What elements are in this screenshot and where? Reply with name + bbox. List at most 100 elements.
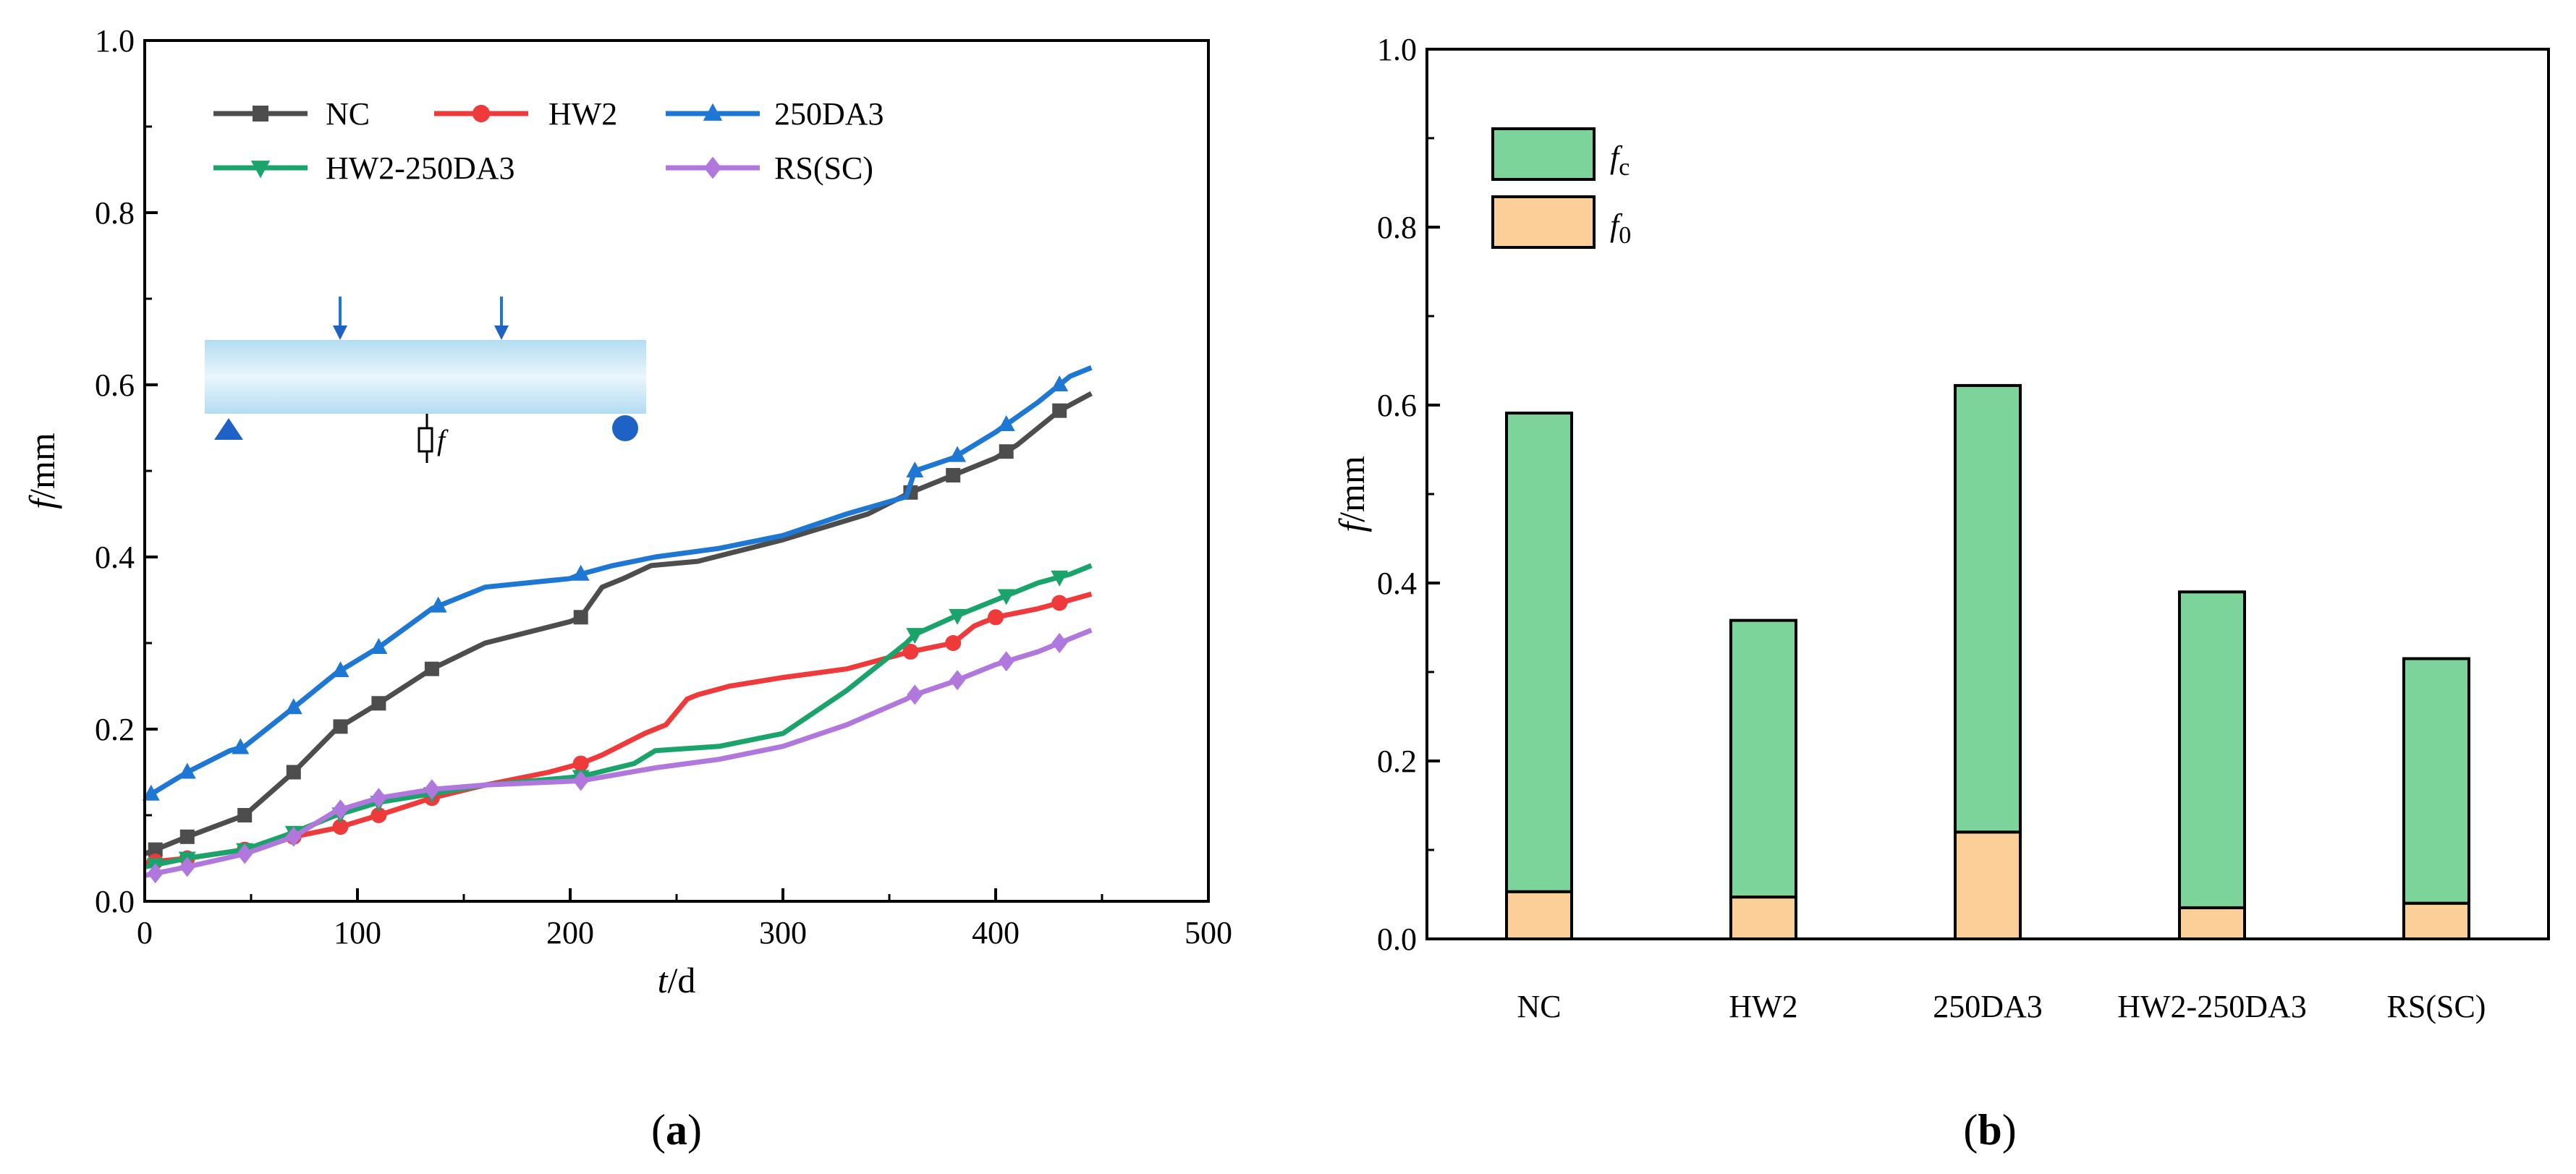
line-chart-x-axis-label: t/d — [658, 960, 696, 1000]
bar-f0-hw2 — [1729, 896, 1797, 940]
x-tick-label: 0 — [137, 915, 153, 950]
y-tick-label: 0.6 — [95, 367, 135, 403]
legend-label-250da3: 250DA3 — [774, 96, 884, 132]
data-point-nc — [148, 842, 163, 857]
data-point-rs-sc — [907, 684, 923, 705]
data-point-nc — [946, 468, 961, 482]
load-arrow-right — [494, 297, 509, 340]
series-hw2-250da3 — [144, 563, 1093, 875]
data-point-nc — [424, 661, 439, 676]
series-rs-sc — [144, 627, 1093, 884]
legend-entry-hw2: HW2 — [434, 96, 617, 132]
bar-chart-plot-frame — [1425, 48, 2550, 940]
legend-swatch-fc — [1491, 127, 1596, 181]
bar-f0-rs-sc — [2402, 901, 2470, 941]
y-tick-label: 1.0 — [95, 23, 135, 59]
y-tick-label: 0.0 — [1377, 922, 1417, 957]
data-point-hw2 — [1051, 595, 1068, 611]
line-chart-y-axis: 0.0 0.2 0.4 0.6 0.8 1.0 — [95, 23, 158, 919]
data-point-hw2 — [332, 819, 349, 835]
y-tick-label: 1.0 — [1377, 32, 1417, 67]
legend-label-rs-sc: RS(SC) — [774, 150, 873, 186]
data-point-rs-sc — [423, 779, 440, 800]
x-tick-label: 200 — [546, 915, 594, 950]
data-point-250da3 — [370, 638, 388, 654]
data-point-250da3 — [1051, 375, 1069, 391]
data-point-hw2-250da3 — [997, 589, 1015, 605]
data-point-250da3 — [331, 661, 349, 678]
bar-group-hw2-250da3 — [2178, 590, 2246, 940]
data-point-nc — [371, 696, 386, 711]
bar-group-250da3 — [1954, 383, 2022, 941]
bar-f0-hw2-250da3 — [2178, 906, 2246, 940]
y-tick-label: 0.0 — [95, 884, 135, 919]
panel-label-b: (b) — [1963, 1106, 2016, 1154]
data-point-nc — [573, 610, 588, 625]
series-line-250da3 — [143, 365, 1093, 801]
data-point-rs-sc — [332, 799, 349, 820]
x-category-label-hw2: HW2 — [1729, 989, 1797, 1024]
bar-chart: 0.0 0.2 0.4 0.6 0.8 1.0 NC HW2 250DA3 HW2-250DA3… — [1331, 32, 2550, 1154]
series-250da3 — [142, 365, 1093, 801]
legend-label-nc: NC — [326, 96, 370, 132]
load-arrow-left — [333, 297, 347, 340]
beam-body — [205, 340, 646, 414]
bar-group-rs-sc — [2402, 657, 2470, 941]
x-tick-label: 300 — [759, 915, 807, 950]
data-point-nc — [179, 829, 195, 844]
data-point-rs-sc — [572, 770, 589, 791]
line-chart-y-axis-label: f/mm — [22, 433, 62, 509]
x-tick-label: 500 — [1185, 915, 1232, 950]
line-chart-legend: NC HW2 250DA3 HW2-250DA3 RS(SC) — [213, 96, 884, 186]
x-category-label-rs-sc: RS(SC) — [2387, 989, 2486, 1024]
data-point-rs-sc — [1051, 633, 1068, 653]
data-point-250da3 — [429, 596, 447, 613]
series-line-rs-sc — [144, 627, 1093, 878]
bar-fc-hw2 — [1729, 618, 1797, 899]
bar-chart-y-axis-label: f/mm — [1331, 456, 1372, 532]
data-point-rs-sc — [370, 788, 387, 809]
pin-support-triangle — [214, 418, 243, 440]
data-point-hw2 — [572, 755, 589, 772]
bar-group-nc — [1505, 412, 1573, 941]
y-tick-label: 0.6 — [1377, 388, 1417, 423]
roller-support-circle — [612, 415, 638, 441]
bar-chart-x-axis: NC HW2 250DA3 HW2-250DA3 RS(SC) — [1517, 989, 2486, 1024]
x-category-label-nc: NC — [1517, 989, 1561, 1024]
bar-fc-hw2-250da3 — [2178, 590, 2246, 909]
data-point-hw2-250da3 — [949, 608, 967, 625]
legend-entry-f0: f0 — [1491, 195, 1631, 249]
panel-label-a: (a) — [651, 1106, 702, 1154]
data-point-250da3 — [572, 564, 590, 581]
line-chart-plot-frame — [143, 39, 1210, 903]
data-point-rs-sc — [949, 670, 966, 691]
legend-entry-hw2-250da3: HW2-250DA3 — [213, 150, 515, 186]
y-tick-label: 0.4 — [1377, 566, 1417, 601]
legend-entry-250da3: 250DA3 — [666, 96, 884, 132]
data-point-250da3 — [997, 415, 1015, 431]
y-tick-label: 0.2 — [1377, 744, 1417, 779]
bar-chart-y-axis: 0.0 0.2 0.4 0.6 0.8 1.0 — [1377, 32, 1440, 957]
bar-fc-rs-sc — [2402, 657, 2470, 905]
bar-chart-legend: fc f0 — [1491, 127, 1631, 249]
data-point-rs-sc — [998, 651, 1014, 672]
series-line-hw2 — [144, 591, 1093, 865]
data-point-rs-sc — [285, 826, 302, 847]
legend-label-hw2-250da3: HW2-250DA3 — [326, 150, 515, 186]
beam-inset-diagram: f — [205, 297, 646, 463]
data-point-nc — [286, 765, 301, 780]
data-point-nc — [1052, 403, 1067, 418]
gauge-label: f — [437, 424, 449, 456]
y-tick-label: 0.8 — [1377, 210, 1417, 245]
x-tick-label: 400 — [972, 915, 1020, 950]
bar-fc-nc — [1505, 412, 1573, 893]
line-chart-x-axis: 0 100 200 300 400 500 — [137, 888, 1232, 950]
bar-fc-250da3 — [1954, 383, 2022, 834]
legend-entry-nc: NC — [213, 96, 370, 132]
data-point-hw2-250da3 — [906, 628, 924, 645]
data-point-nc — [999, 444, 1014, 459]
y-tick-label: 0.4 — [95, 540, 135, 575]
displacement-gauge-icon — [418, 414, 433, 463]
bar-chart-bars — [1505, 383, 2470, 941]
